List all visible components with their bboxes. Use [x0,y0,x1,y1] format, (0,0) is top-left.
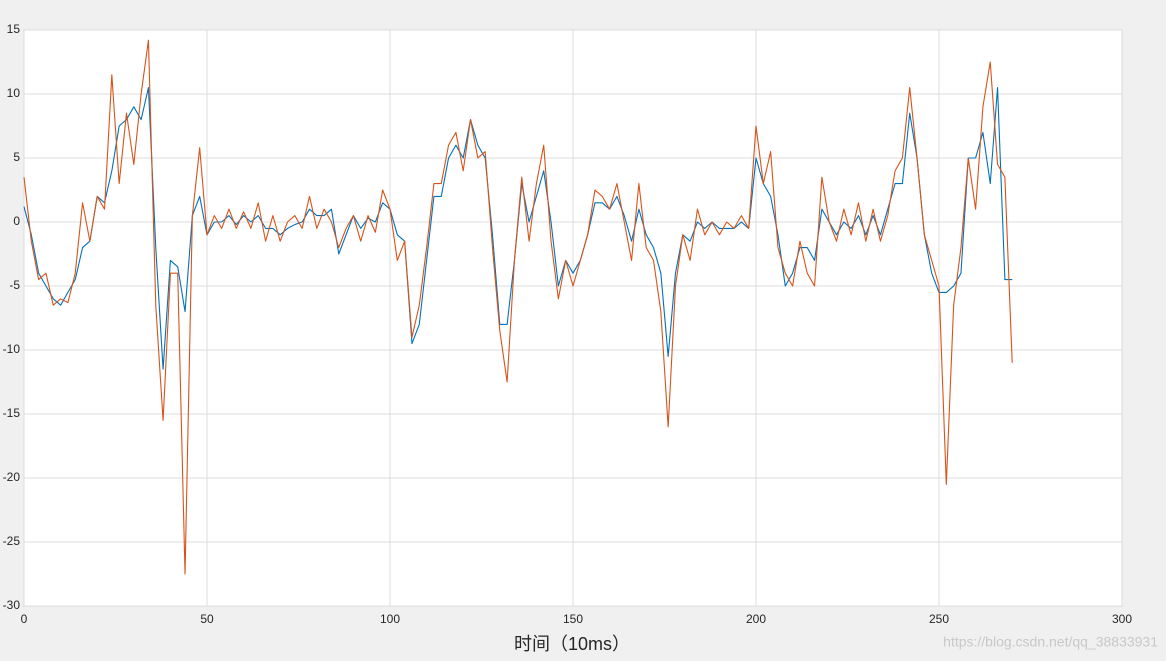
x-tick-label: 300 [1112,612,1132,626]
data-line [23,39,1013,575]
y-tick-label: -20 [3,470,21,484]
lines [23,39,1013,575]
watermark: https://blog.csdn.net/qq_38833931 [943,634,1158,650]
y-tick-label: -30 [3,598,21,612]
y-tick-label: -25 [3,534,21,548]
y-tick-label: 0 [13,214,20,228]
grid [23,29,1123,607]
y-tick-label: 10 [7,86,21,100]
y-tick-label: 15 [7,22,21,36]
x-tick-label: 50 [200,612,214,626]
x-axis-label: 时间（10ms） [514,634,630,654]
x-tick-label: 200 [746,612,766,626]
y-tick-label: 5 [13,150,20,164]
x-tick-label: 250 [929,612,949,626]
x-tick-label: 150 [563,612,583,626]
y-tick-label: -5 [9,278,20,292]
x-tick-label: 100 [380,612,400,626]
x-tick-label: 0 [21,612,28,626]
y-tick-label: -15 [3,406,21,420]
y-tick-label: -10 [3,342,21,356]
